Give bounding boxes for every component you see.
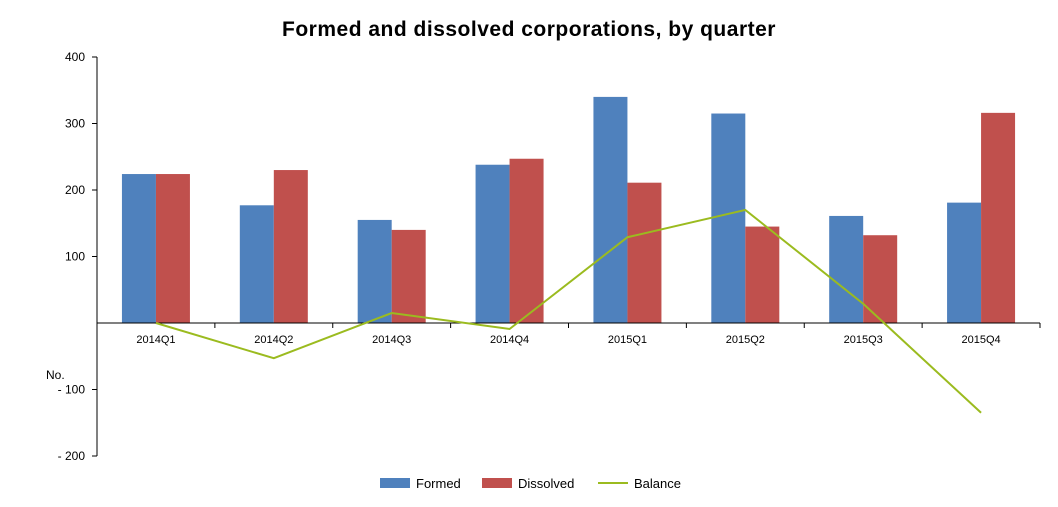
formed-bar <box>121 174 156 323</box>
x-tick-label: 2015Q4 <box>961 334 1000 346</box>
formed-bar <box>593 96 628 324</box>
dissolved-bar <box>981 112 1016 323</box>
formed-bar <box>475 164 510 323</box>
x-tick-label: 2014Q4 <box>490 334 529 346</box>
y-tick-label: - 200 <box>58 449 86 463</box>
x-tick-label: 2015Q1 <box>608 334 647 346</box>
y-tick-label: 400 <box>65 50 85 64</box>
y-tick-label: 200 <box>65 183 85 197</box>
legend-swatch-dissolved <box>482 478 512 488</box>
dissolved-bar <box>509 158 544 323</box>
formed-bar <box>239 205 274 323</box>
x-tick-label: 2015Q2 <box>726 334 765 346</box>
dissolved-bar <box>627 182 662 323</box>
x-tick-label: 2014Q2 <box>254 334 293 346</box>
x-tick-labels: 2014Q1 2014Q2 2014Q3 2014Q4 2015Q1 2015Q2 2015… <box>96 323 1041 346</box>
x-tick-label: 2015Q3 <box>844 334 883 346</box>
y-ticks: 400 300 200 100 - 100 - 200 <box>58 50 97 463</box>
y-tick-label: 300 <box>65 117 85 131</box>
balance-line <box>155 208 982 414</box>
x-tick-label: 2014Q3 <box>372 334 411 346</box>
legend: Formed Dissolved Balance <box>380 476 681 491</box>
dissolved-bar <box>745 226 780 323</box>
dissolved-bar <box>391 229 426 323</box>
formed-bar <box>947 202 982 323</box>
legend-swatch-formed <box>380 478 410 488</box>
legend-label-dissolved: Dissolved <box>518 476 574 491</box>
dissolved-bar <box>155 174 190 323</box>
line-layer <box>155 208 982 414</box>
x-tick-label: 2014Q1 <box>136 334 175 346</box>
legend-label-formed: Formed <box>416 476 461 491</box>
formed-bar <box>711 113 746 324</box>
y-axis-title: No. <box>46 368 65 382</box>
y-tick-label: - 100 <box>58 383 86 397</box>
dissolved-bar <box>273 170 308 323</box>
legend-label-balance: Balance <box>634 476 681 491</box>
chart-title: Formed and dissolved corporations, by qu… <box>282 18 776 41</box>
formed-bar <box>829 215 864 323</box>
dissolved-bar <box>863 235 898 323</box>
formed-bar <box>357 219 392 323</box>
y-tick-label: 100 <box>65 250 85 264</box>
bars-layer <box>121 96 1016 324</box>
